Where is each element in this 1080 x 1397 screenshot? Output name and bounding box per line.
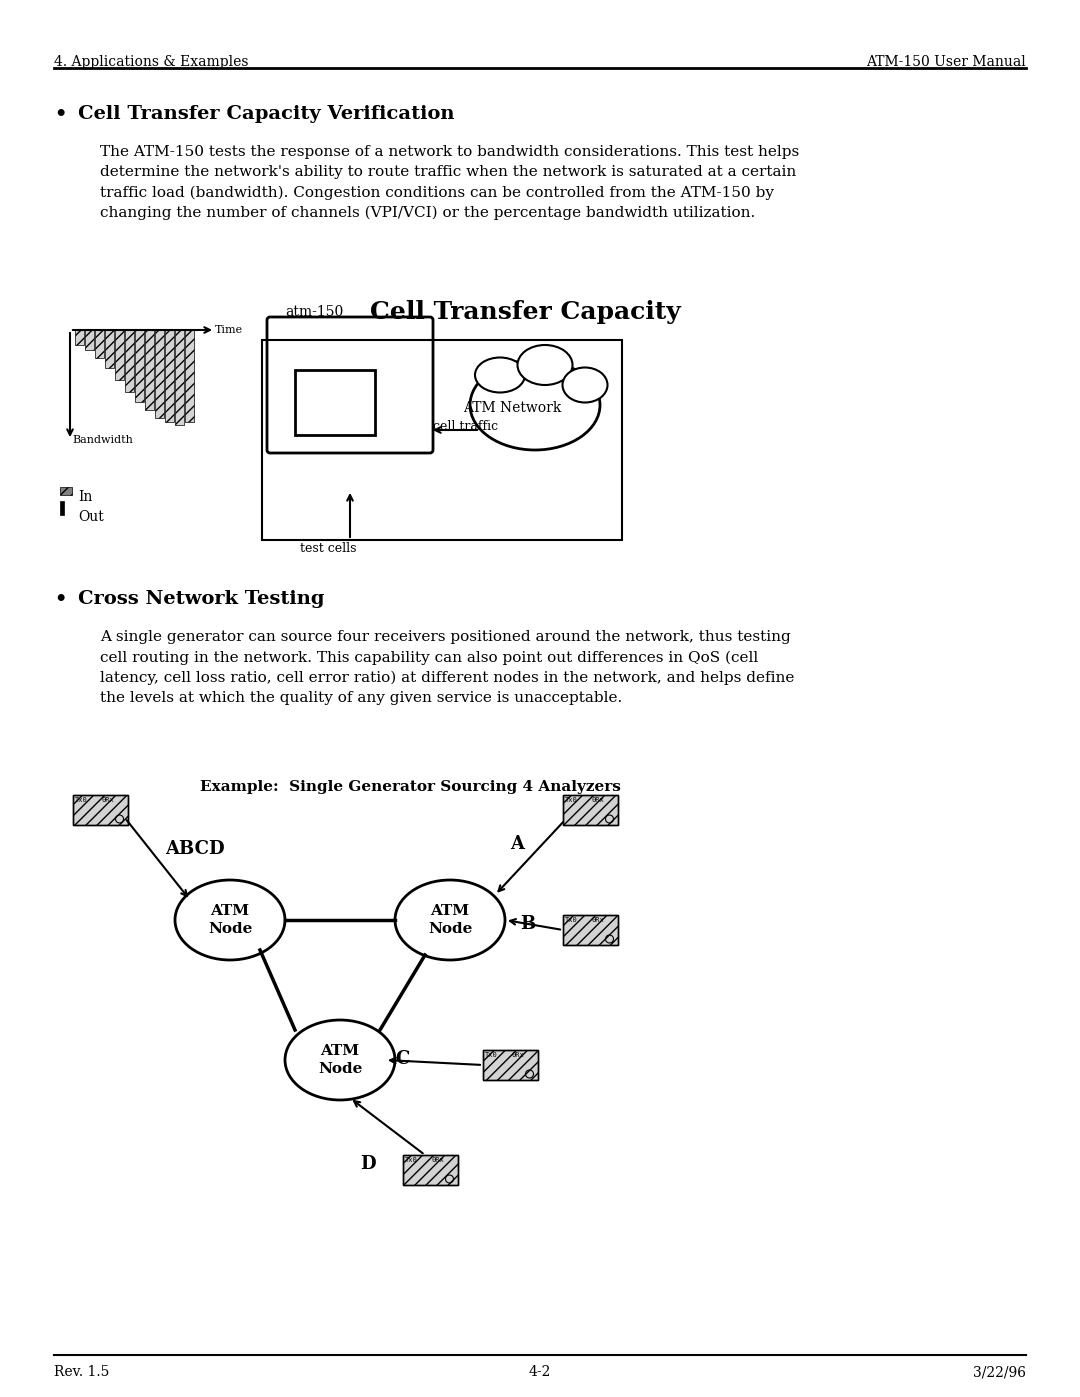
Text: A single generator can source four receivers positioned around the network, thus: A single generator can source four recei… xyxy=(100,630,795,705)
Text: •: • xyxy=(54,590,66,608)
Bar xyxy=(563,795,618,826)
Bar xyxy=(72,795,127,826)
Text: Tx0: Tx0 xyxy=(485,1052,497,1058)
Text: ABCD: ABCD xyxy=(165,840,225,858)
Text: Bandwidth: Bandwidth xyxy=(72,434,133,446)
Text: Cell Transfer Capacity Verification: Cell Transfer Capacity Verification xyxy=(78,105,455,123)
Bar xyxy=(262,339,622,541)
Bar xyxy=(165,330,174,422)
Text: Example:  Single Generator Sourcing 4 Analyzers: Example: Single Generator Sourcing 4 Ana… xyxy=(200,780,621,793)
Bar xyxy=(145,330,154,409)
Ellipse shape xyxy=(470,360,600,450)
Text: C: C xyxy=(395,1051,409,1067)
Bar xyxy=(483,1051,538,1080)
Bar xyxy=(563,915,618,944)
Text: Out: Out xyxy=(78,510,104,524)
Bar xyxy=(175,330,184,425)
Text: 0Rx: 0Rx xyxy=(592,916,605,923)
Text: 4. Applications & Examples: 4. Applications & Examples xyxy=(54,54,248,68)
Text: ATM Network: ATM Network xyxy=(463,401,562,415)
Bar xyxy=(403,1155,458,1185)
Bar xyxy=(85,330,94,351)
Bar xyxy=(75,330,84,345)
Text: Cross Network Testing: Cross Network Testing xyxy=(78,590,324,608)
Ellipse shape xyxy=(517,345,572,386)
Bar xyxy=(295,370,375,434)
Bar xyxy=(483,1051,538,1080)
Text: ATM
Node: ATM Node xyxy=(428,904,472,936)
Text: Tx0: Tx0 xyxy=(75,798,87,803)
Ellipse shape xyxy=(475,358,525,393)
Bar xyxy=(114,330,124,380)
Text: 0Rx: 0Rx xyxy=(592,798,605,803)
Text: Time: Time xyxy=(215,326,243,335)
Text: cell traffic: cell traffic xyxy=(433,420,498,433)
Text: ATM-150 User Manual: ATM-150 User Manual xyxy=(866,54,1026,68)
Text: Cell Transfer Capacity: Cell Transfer Capacity xyxy=(370,300,680,324)
Text: In: In xyxy=(78,490,93,504)
Bar xyxy=(105,330,114,367)
Text: D: D xyxy=(360,1155,376,1173)
Text: 3/22/96: 3/22/96 xyxy=(973,1365,1026,1379)
Ellipse shape xyxy=(563,367,607,402)
Text: Rev. 1.5: Rev. 1.5 xyxy=(54,1365,109,1379)
Text: Tx0: Tx0 xyxy=(405,1157,417,1162)
Bar xyxy=(156,330,164,418)
Ellipse shape xyxy=(285,1020,395,1099)
Bar xyxy=(125,330,134,393)
Ellipse shape xyxy=(395,880,505,960)
Ellipse shape xyxy=(175,880,285,960)
Text: Tx0: Tx0 xyxy=(565,798,577,803)
Text: 0Rx: 0Rx xyxy=(512,1052,525,1058)
Bar xyxy=(135,330,144,402)
Text: 4-2: 4-2 xyxy=(529,1365,551,1379)
Text: Tx0: Tx0 xyxy=(565,916,577,923)
Text: B: B xyxy=(519,915,536,933)
Text: 0Rx: 0Rx xyxy=(432,1157,445,1162)
FancyBboxPatch shape xyxy=(267,317,433,453)
Bar xyxy=(95,330,104,358)
Text: ATM
Node: ATM Node xyxy=(207,904,253,936)
Text: atm-150: atm-150 xyxy=(285,305,343,319)
Text: The ATM-150 tests the response of a network to bandwidth considerations. This te: The ATM-150 tests the response of a netw… xyxy=(100,145,799,221)
Bar xyxy=(563,915,618,944)
Bar xyxy=(60,502,64,515)
Bar xyxy=(72,795,127,826)
Text: test cells: test cells xyxy=(300,542,356,555)
Text: ATM
Node: ATM Node xyxy=(318,1044,362,1076)
Bar xyxy=(60,488,72,495)
Text: 0Rx: 0Rx xyxy=(102,798,114,803)
Text: •: • xyxy=(54,105,66,123)
Text: A: A xyxy=(510,835,524,854)
Bar xyxy=(403,1155,458,1185)
Bar xyxy=(563,795,618,826)
Bar xyxy=(185,330,194,422)
